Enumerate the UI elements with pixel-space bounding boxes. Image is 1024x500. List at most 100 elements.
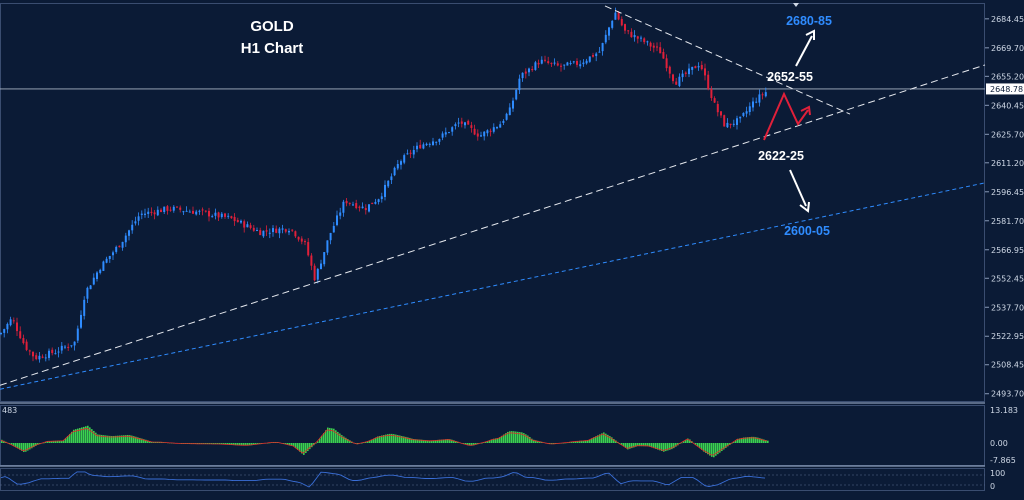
candle-body	[236, 220, 239, 223]
candle-body	[496, 126, 498, 129]
macd-bar	[715, 443, 717, 456]
macd-bar	[413, 439, 415, 443]
candle-body	[76, 328, 79, 341]
macd-bar	[625, 443, 627, 448]
candle-body	[163, 206, 166, 213]
macd-bar	[465, 443, 467, 445]
macd-bar	[53, 440, 55, 443]
macd-axis-bottom: -7.865	[990, 456, 1016, 465]
macd-bar	[9, 443, 11, 444]
macd-bar	[35, 443, 37, 446]
candle-body	[435, 141, 438, 143]
macd-bar	[221, 443, 223, 445]
macd-histogram	[1, 425, 769, 458]
macd-bar	[499, 437, 501, 443]
candle-body	[649, 42, 652, 47]
macd-bar	[665, 443, 667, 452]
candle-body	[652, 45, 655, 48]
macd-bar	[147, 440, 149, 443]
candle-body	[732, 123, 735, 125]
candle-body	[758, 94, 761, 103]
macd-bar	[755, 437, 757, 443]
rsi-axis-bottom: 0	[990, 482, 995, 491]
macd-bar	[603, 432, 605, 443]
macd-bar	[31, 443, 33, 449]
main-panel-frame	[0, 3, 985, 402]
macd-bar	[429, 440, 431, 443]
price-tick-label: 2581.70	[991, 217, 1024, 226]
macd-bar	[635, 443, 637, 447]
macd-bar	[737, 438, 739, 443]
candle-body	[521, 72, 524, 79]
macd-bar	[253, 443, 255, 445]
level-support-bottom: 2600-05	[784, 224, 830, 238]
candle-body	[582, 62, 585, 65]
macd-bar	[595, 436, 597, 443]
candle-body	[252, 227, 255, 231]
macd-bar	[727, 443, 729, 447]
candle-body	[22, 338, 25, 344]
macd-bar	[447, 439, 449, 443]
candle-body	[540, 59, 543, 64]
candle-body	[144, 213, 146, 215]
candle-body	[422, 144, 425, 149]
macd-bar	[45, 441, 47, 443]
macd-bar	[673, 443, 675, 449]
macd-bar	[247, 443, 249, 446]
macd-bar	[587, 440, 589, 443]
macd-bar	[393, 434, 395, 443]
macd-bar	[243, 443, 245, 446]
macd-bar	[537, 440, 539, 443]
macd-bar	[311, 443, 313, 448]
macd-bar	[573, 441, 575, 443]
macd-bar	[29, 443, 31, 450]
macd-bar	[427, 440, 429, 443]
candle-body	[444, 132, 447, 135]
macd-bar	[121, 435, 123, 443]
price-axis: 2684.45 2669.70 2655.20 2640.45 2625.70 2611.…	[991, 15, 1024, 399]
macd-bar	[419, 439, 421, 443]
macd-bar	[757, 437, 759, 443]
macd-bar	[379, 435, 381, 443]
macd-bar	[643, 443, 645, 447]
macd-bar	[25, 443, 27, 452]
macd-bar	[725, 443, 727, 448]
candle-body	[636, 36, 639, 39]
candle-body	[54, 353, 57, 355]
candle-body	[518, 78, 521, 91]
macd-bar	[471, 443, 473, 446]
macd-bar	[347, 439, 349, 443]
candle-body	[585, 60, 588, 64]
zigzag-red-arrow-head	[800, 105, 811, 116]
macd-bar	[99, 434, 101, 443]
macd-bar	[71, 431, 73, 443]
price-tick-label: 2669.70	[991, 44, 1024, 53]
candle-body	[41, 356, 44, 358]
macd-bar	[431, 440, 433, 443]
macd-bar	[129, 435, 131, 443]
candle-body	[745, 111, 748, 114]
candle-body	[243, 221, 246, 228]
macd-bar	[65, 438, 67, 443]
macd-bar	[87, 425, 89, 443]
candle-body	[416, 145, 418, 150]
candle-body	[428, 143, 431, 145]
macd-bar	[337, 431, 339, 443]
macd-bar	[421, 439, 423, 443]
candle-body	[560, 65, 562, 67]
candle-body	[169, 209, 172, 211]
macd-bar	[511, 431, 513, 443]
macd-bar	[613, 438, 615, 443]
macd-bar	[505, 433, 507, 443]
arrow-up-white-head	[805, 29, 815, 40]
macd-bar	[569, 442, 571, 443]
macd-bar	[507, 431, 509, 443]
candle-body	[556, 63, 559, 66]
candle-body	[0, 332, 2, 334]
candle-body	[716, 104, 719, 113]
candle-body	[531, 68, 534, 71]
price-tick-label: 2566.95	[991, 246, 1024, 255]
candle-body	[25, 341, 28, 350]
candle-body	[492, 127, 495, 132]
